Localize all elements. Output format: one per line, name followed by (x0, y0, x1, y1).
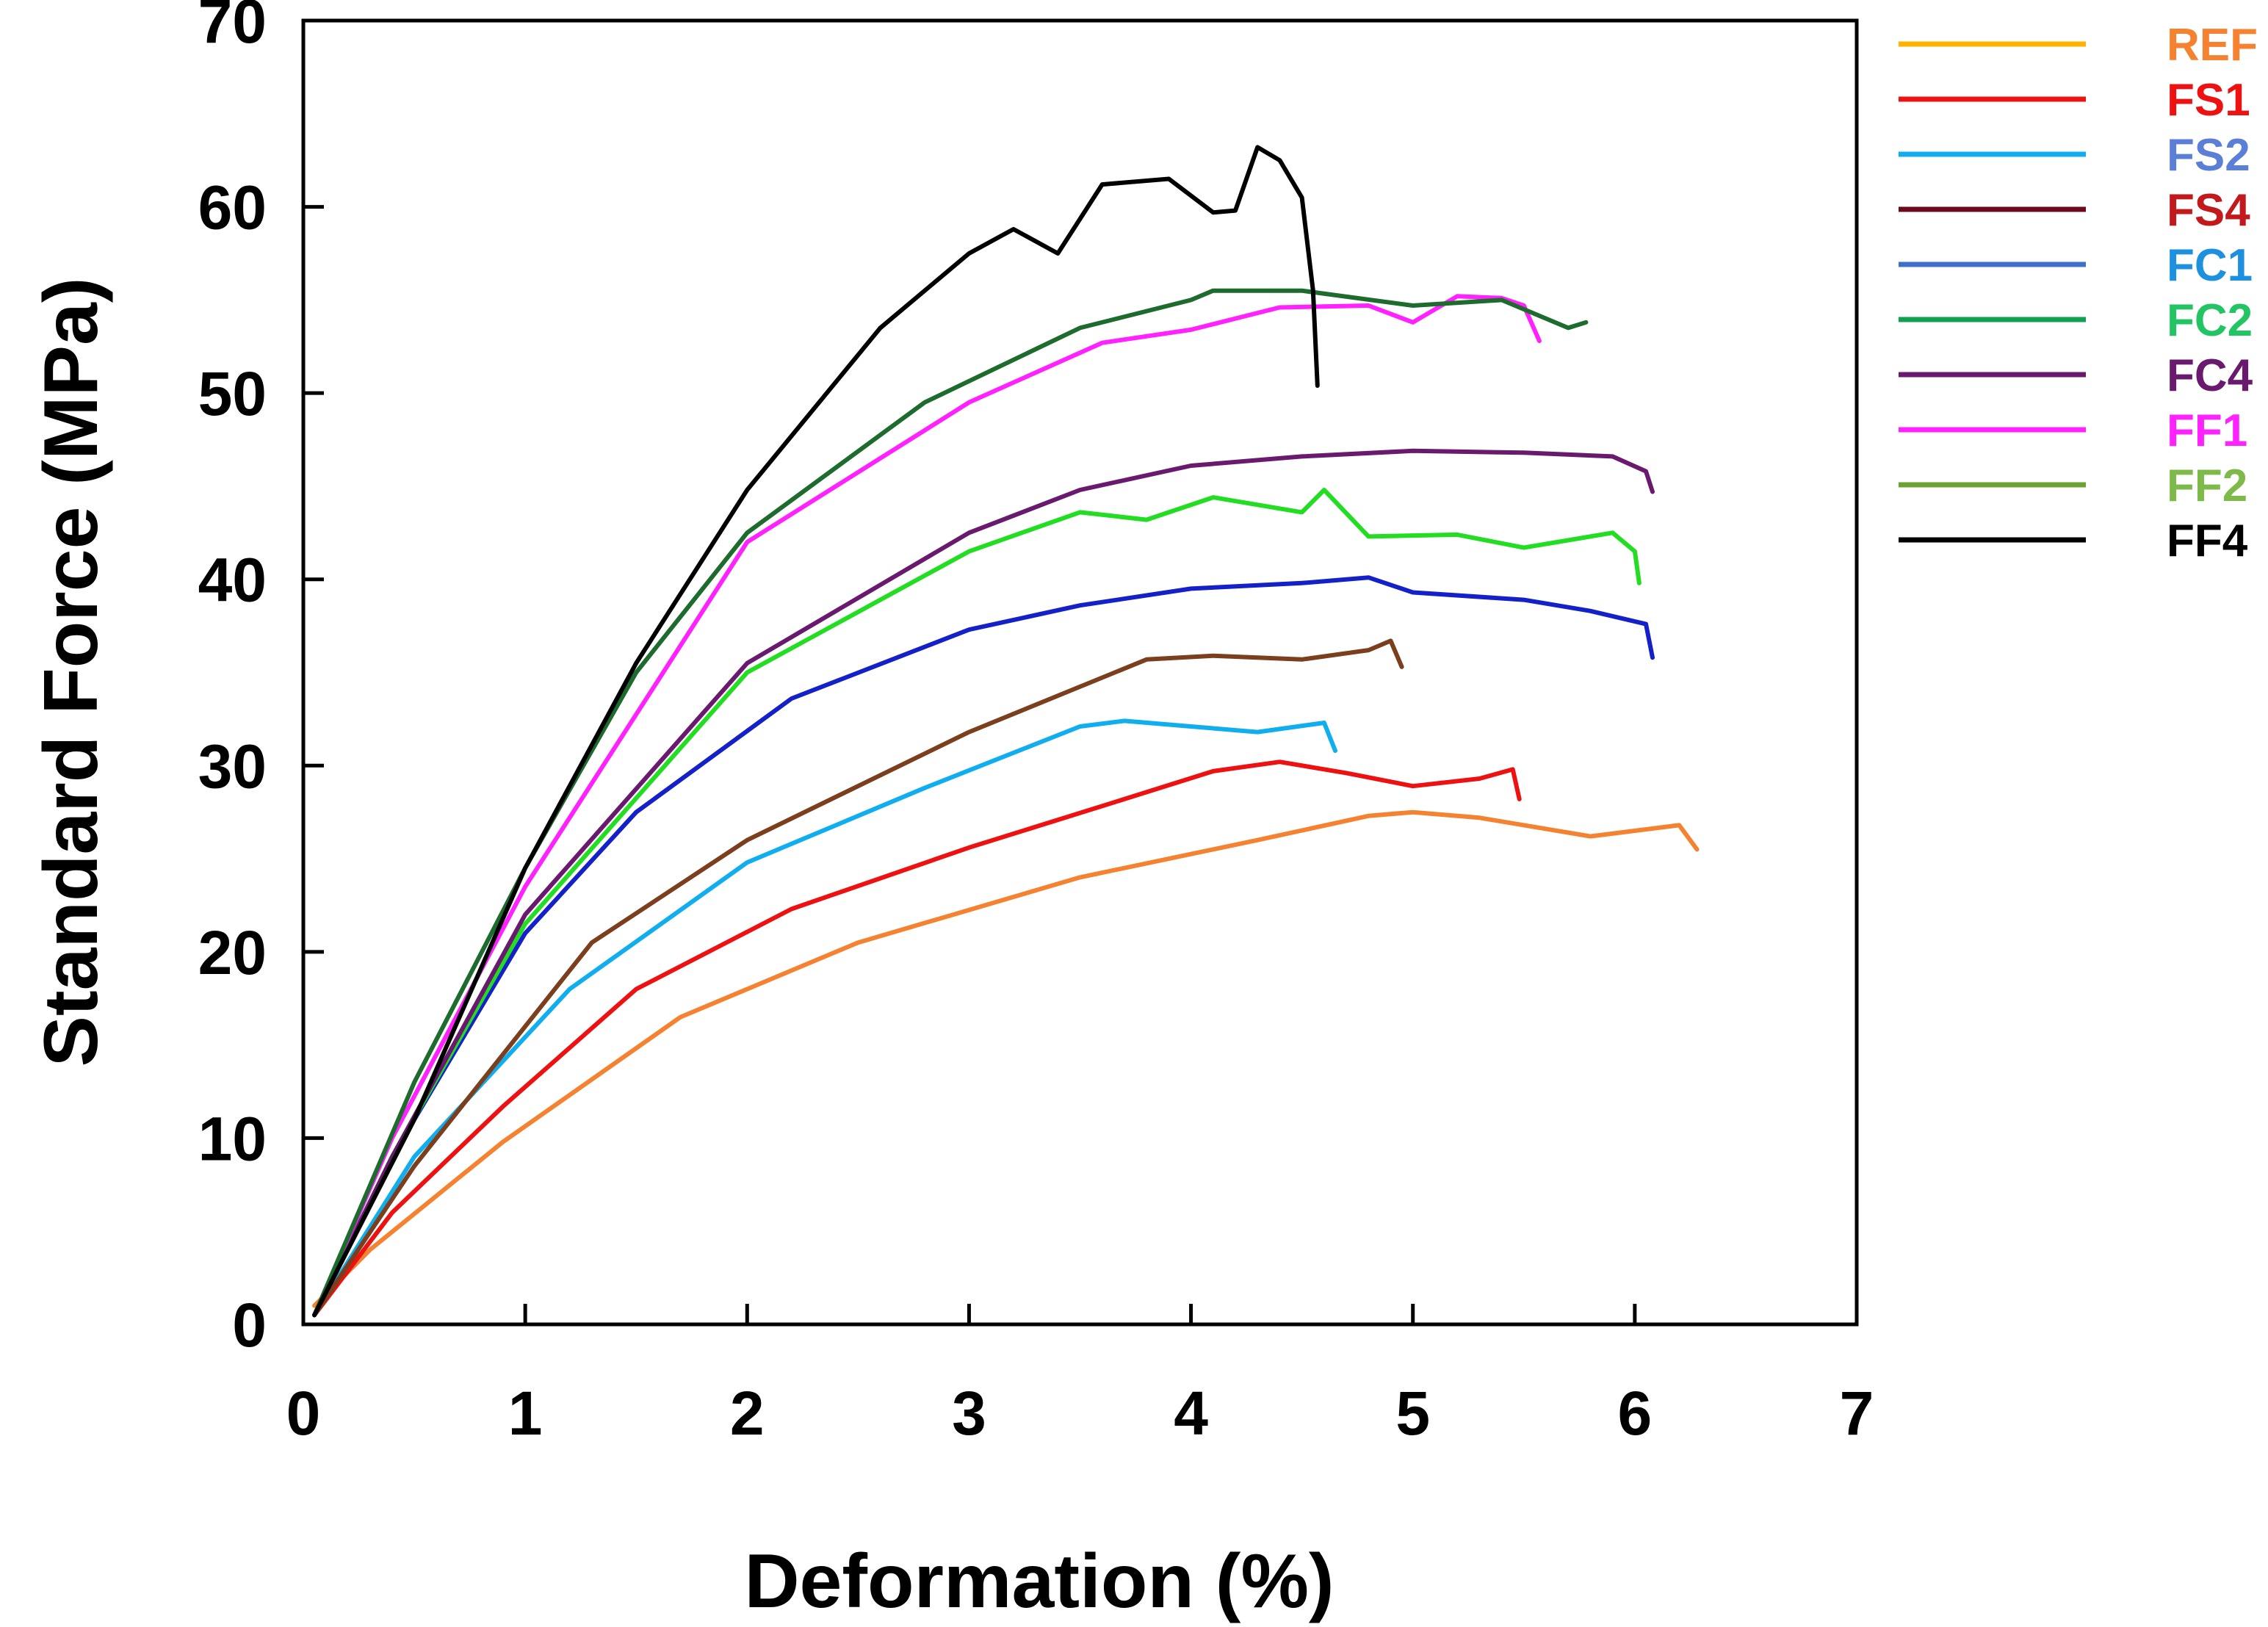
y-tick-label: 70 (198, 0, 267, 56)
legend-label-fs4: FS4 (2167, 185, 2250, 236)
legend-label-ff1: FF1 (2167, 405, 2247, 456)
legend-label-fs1: FS1 (2167, 75, 2250, 126)
series-line-fc1 (312, 575, 1655, 1318)
x-tick-label: 2 (730, 1379, 765, 1448)
series-line-fs1 (312, 760, 1522, 1318)
y-tick-label: 60 (198, 173, 267, 242)
series-line-ref (312, 809, 1700, 1308)
legend-label-ff4: FF4 (2167, 516, 2248, 566)
y-tick-label: 10 (198, 1104, 267, 1173)
y-tick-label: 0 (232, 1291, 267, 1360)
legend-label-fc1: FC1 (2167, 240, 2253, 291)
x-tick-label: 7 (1840, 1379, 1874, 1448)
legend-label-fs2: FS2 (2167, 130, 2250, 181)
y-tick-label: 20 (198, 918, 267, 987)
series-line-fs4 (312, 638, 1404, 1318)
x-tick-label: 4 (1174, 1379, 1208, 1448)
y-tick-label: 30 (198, 732, 267, 801)
plot-area (301, 18, 1859, 1327)
series-line-ff1 (312, 294, 1542, 1318)
x-tick-label: 5 (1395, 1379, 1430, 1448)
y-tick-label: 50 (198, 359, 267, 428)
legend-label-ff2: FF2 (2167, 461, 2247, 511)
legend-label-ref: REF (2167, 20, 2258, 71)
y-axis-ticks: 0 10 20 30 40 50 60 70 (198, 0, 324, 1360)
y-axis-title: Standard Force (MPa) (29, 278, 114, 1067)
x-axis-title: Deformation (%) (744, 1539, 1334, 1624)
x-tick-label: 0 (286, 1379, 321, 1448)
legend-label-fc4: FC4 (2167, 350, 2253, 401)
series-line-fc2 (312, 488, 1642, 1318)
x-tick-label: 6 (1617, 1379, 1652, 1448)
x-tick-label: 3 (952, 1379, 986, 1448)
series-layer (312, 145, 1700, 1318)
series-line-fs2 (312, 718, 1337, 1318)
x-axis-ticks: 0 1 2 3 4 5 6 7 (286, 1304, 1874, 1448)
y-tick-label: 40 (198, 546, 267, 615)
x-tick-label: 1 (508, 1379, 543, 1448)
legend-label-fc2: FC2 (2167, 295, 2253, 346)
series-line-ff4 (312, 145, 1320, 1318)
series-line-fc4 (312, 448, 1655, 1318)
